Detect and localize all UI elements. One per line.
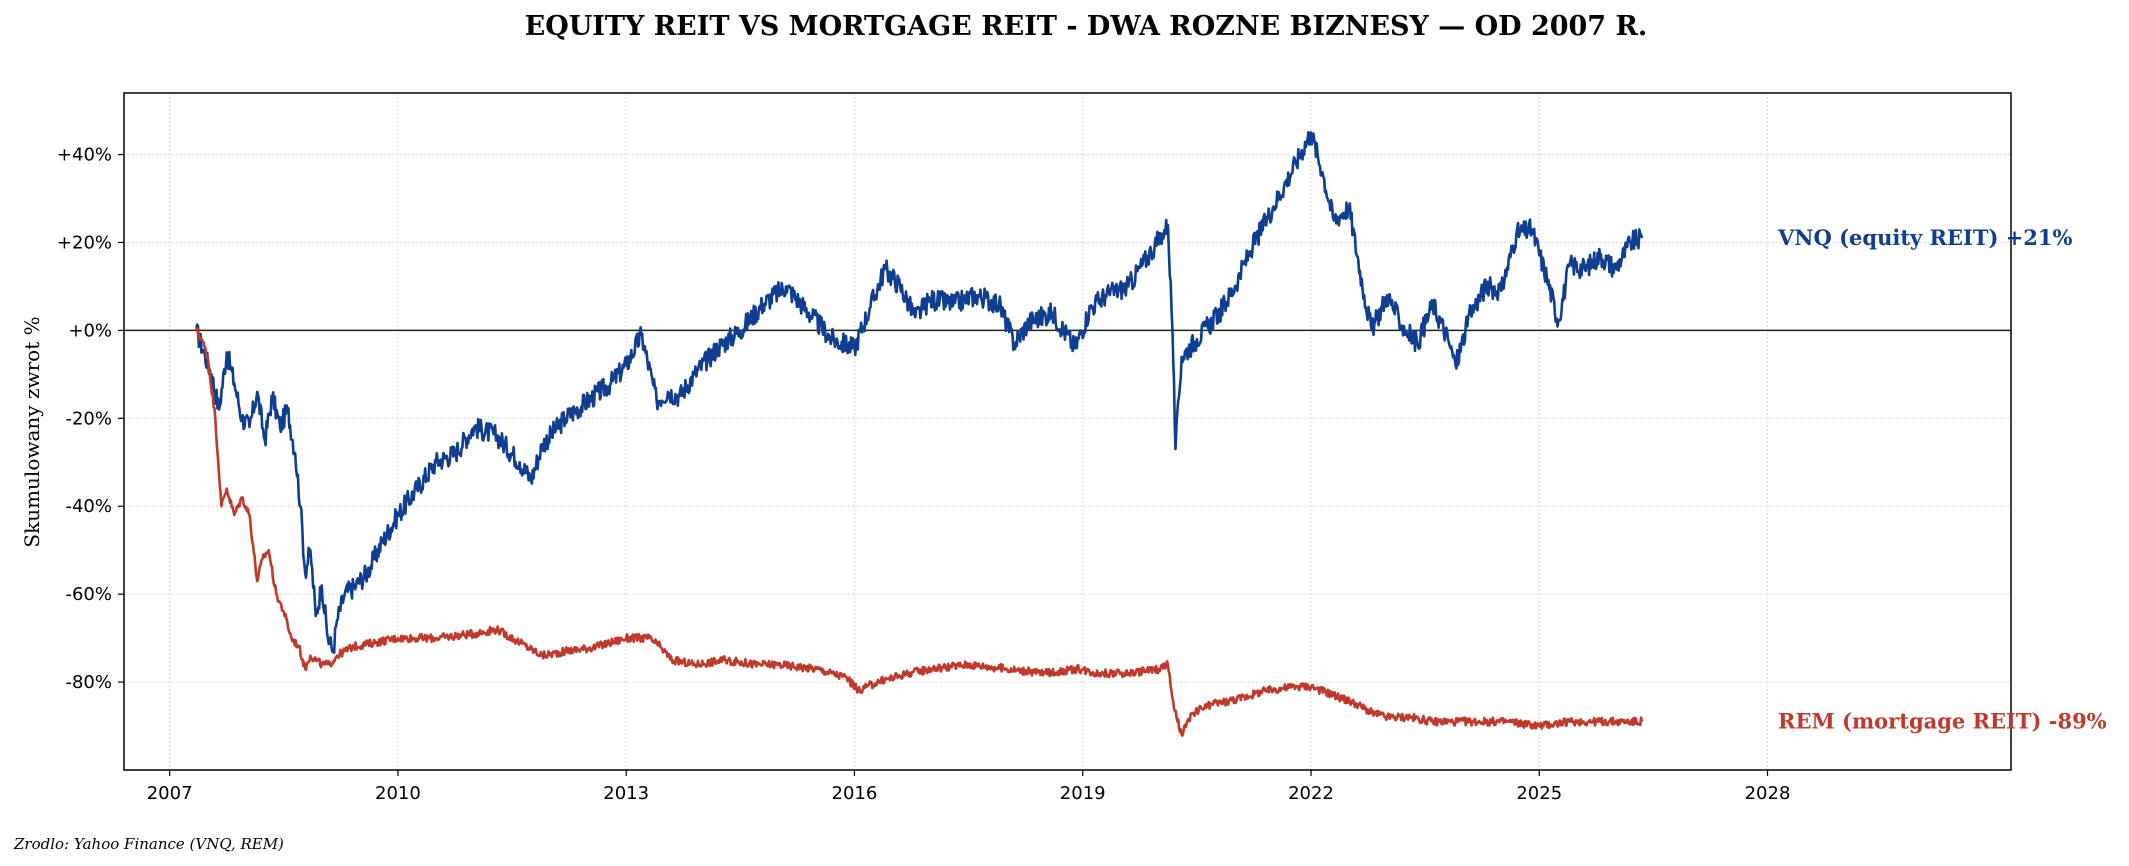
y-tick-label: +40% [57,145,112,166]
y-axis-label: Skumulowany zwrot % [20,316,44,547]
y-tick-label: +0% [68,320,112,341]
y-tick-label: +20% [57,232,112,253]
x-tick-label: 2013 [603,783,649,804]
y-tick-label: -20% [65,408,112,429]
series-layer [195,131,1644,737]
series-end-labels: VNQ (equity REIT) +21% REM (mortgage REIT… [1777,225,2107,734]
end-label-rem: REM (mortgage REIT) -89% [1778,709,2107,734]
source-note: Zrodlo: Yahoo Finance (VNQ, REM) [13,835,284,853]
end-label-vnq: VNQ (equity REIT) +21% [1777,225,2073,250]
plot-frame [123,92,2012,771]
x-tick-label: 2007 [147,783,193,804]
x-tick-label: 2025 [1516,783,1562,804]
chart-title: EQUITY REIT VS MORTGAGE REIT - DWA ROZNE… [525,11,1648,42]
y-tick-label: -60% [65,584,112,605]
y-tick-label: -80% [65,672,112,693]
x-tick-label: 2019 [1060,783,1106,804]
x-tick-label: 2028 [1745,783,1791,804]
x-axis-ticks: 2007 2010 2013 2016 2019 2022 2025 2028 [147,770,1791,804]
y-axis-ticks: +40% +20% +0% -20% -40% -60% -80% [57,145,124,693]
y-tick-label: -40% [65,496,112,517]
x-tick-label: 2010 [375,783,421,804]
x-tick-label: 2016 [832,783,878,804]
x-tick-label: 2022 [1288,783,1334,804]
series-line-rem [195,327,1644,737]
series-line-vnq [195,131,1644,654]
